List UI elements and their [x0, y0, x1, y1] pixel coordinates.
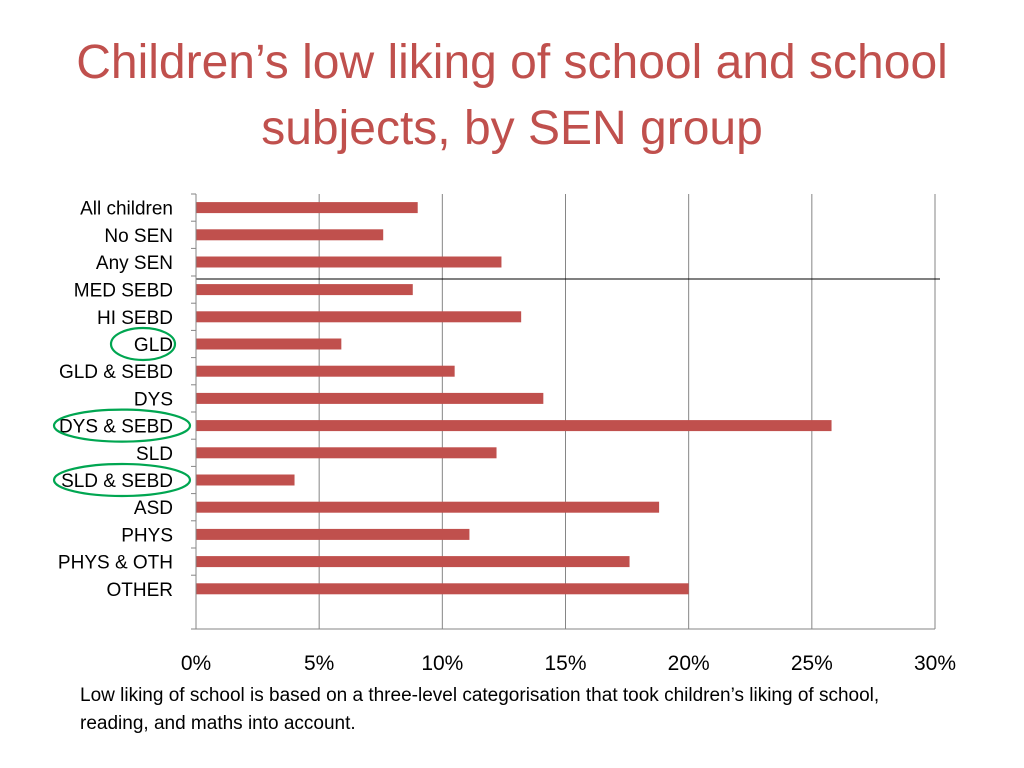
- category-label-gld: GLD: [134, 335, 173, 356]
- bar-no-sen: [196, 229, 384, 241]
- highlight-circle-dys-and-sebd: [52, 408, 192, 443]
- category-label-sld: SLD: [136, 444, 173, 465]
- bar-gld-and-sebd: [196, 365, 455, 377]
- bar-any-sen: [196, 256, 502, 268]
- highlight-circle-gld: [109, 326, 177, 362]
- category-label-all-children: All children: [80, 199, 173, 220]
- x-tick-label: 30%: [914, 652, 956, 675]
- bar-phys: [196, 528, 470, 540]
- highlight-circle-sld-and-sebd: [52, 462, 192, 498]
- footnote: Low liking of school is based on a three…: [80, 685, 880, 734]
- category-label-any-sen: Any SEN: [96, 253, 173, 274]
- x-tick-label: 5%: [304, 652, 334, 675]
- bar-other: [196, 583, 689, 595]
- x-tick-label: 25%: [791, 652, 833, 675]
- category-label-other: OTHER: [107, 580, 174, 601]
- category-label-dys: DYS: [134, 389, 173, 410]
- category-label-gld-and-sebd: GLD & SEBD: [59, 362, 173, 383]
- x-tick-label: 10%: [421, 652, 463, 675]
- category-label-dys-and-sebd: DYS & SEBD: [59, 417, 173, 438]
- category-label-hi-sebd: HI SEBD: [97, 308, 173, 329]
- x-tick-label: 20%: [668, 652, 710, 675]
- chart-title: Children’s low liking of school and scho…: [76, 36, 948, 155]
- category-label-no-sen: No SEN: [104, 226, 173, 247]
- category-label-phys: PHYS: [121, 525, 173, 546]
- bar-hi-sebd: [196, 311, 522, 323]
- bar-dys: [196, 392, 544, 404]
- bar-med-sebd: [196, 284, 413, 296]
- bar-asd: [196, 501, 660, 513]
- bar-all-children: [196, 202, 418, 214]
- x-tick-label: 0%: [181, 652, 211, 675]
- bar-phys-and-oth: [196, 556, 630, 568]
- category-label-sld-and-sebd: SLD & SEBD: [61, 471, 173, 492]
- bar-chart: All children No SEN Any SEN MED SEBD HI SEBD…: [52, 193, 956, 675]
- category-label-phys-and-oth: PHYS & OTH: [58, 553, 173, 574]
- x-tick-label: 15%: [544, 652, 586, 675]
- category-label-med-sebd: MED SEBD: [74, 281, 173, 302]
- bar-sld-and-sebd: [196, 474, 295, 486]
- bar-sld: [196, 447, 497, 459]
- bar-dys-and-sebd: [196, 420, 832, 432]
- bar-gld: [196, 338, 342, 350]
- category-label-asd: ASD: [134, 498, 173, 519]
